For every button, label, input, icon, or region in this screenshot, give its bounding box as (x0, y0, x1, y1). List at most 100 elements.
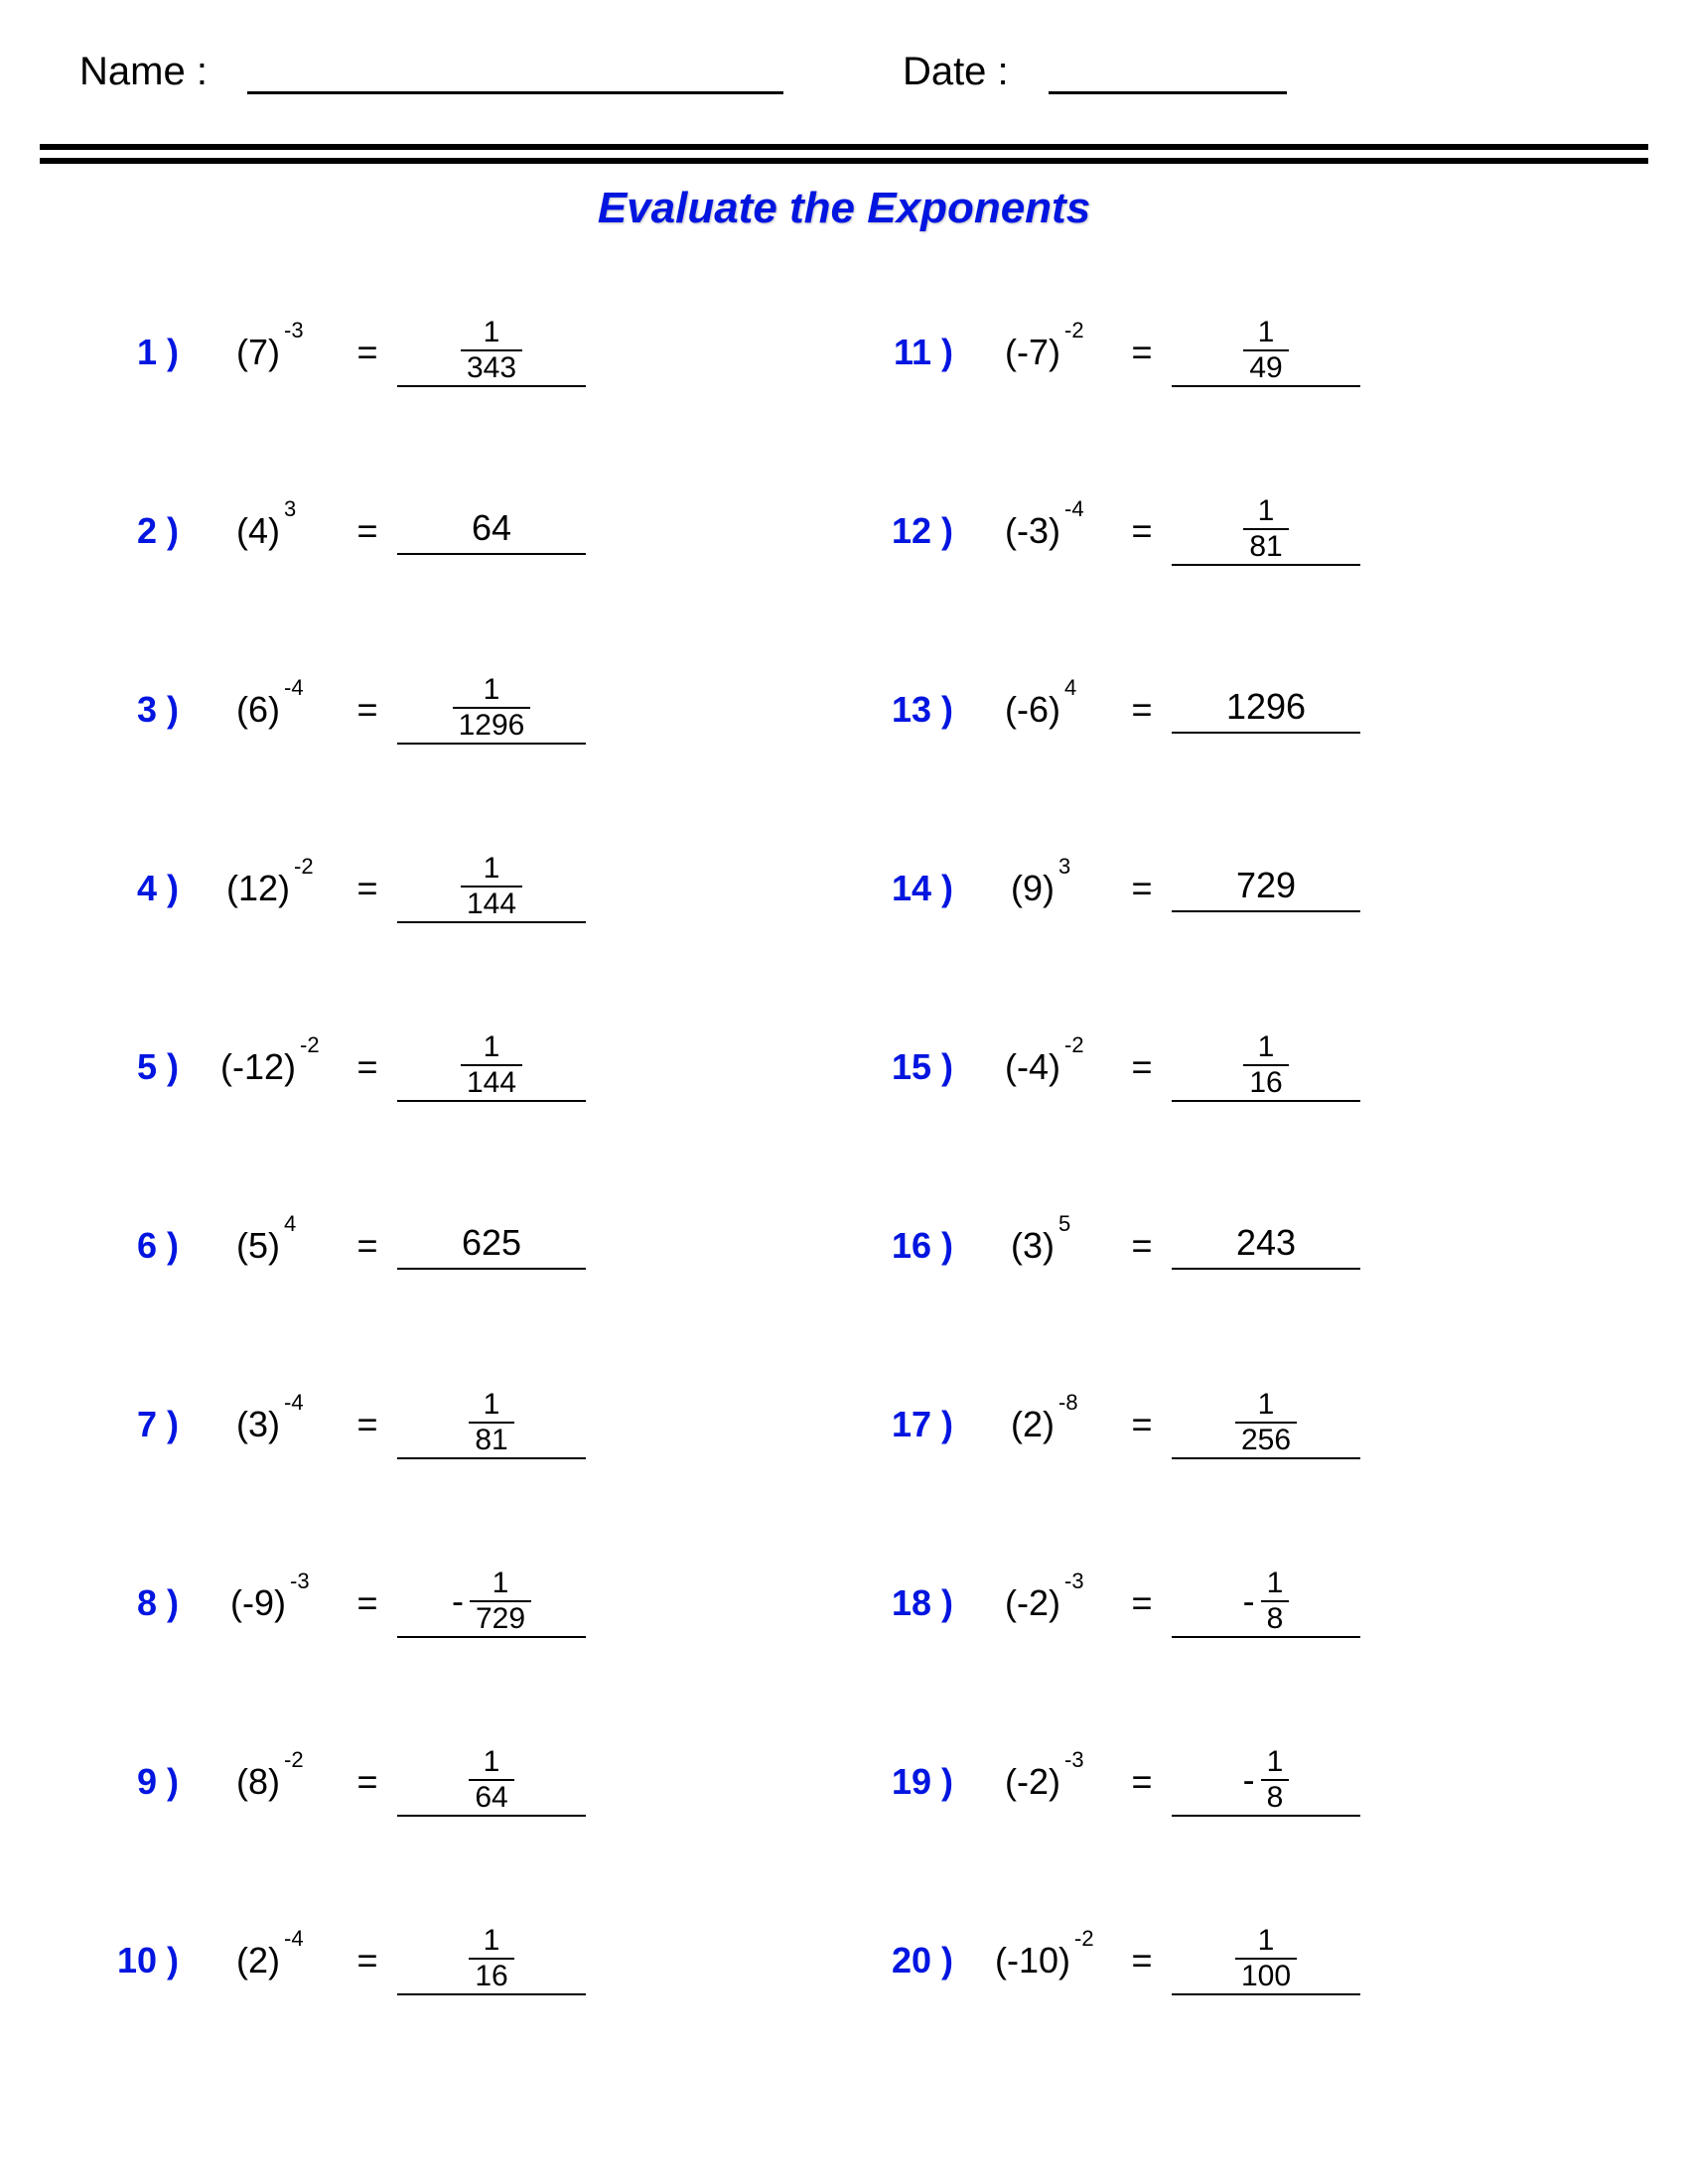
answer-blank[interactable]: -1729 (397, 1569, 586, 1638)
problem-row: 12 )(-3)-4=181 (844, 442, 1618, 620)
problem-row: 7 )(3)-4=181 (70, 1335, 844, 1514)
base: (-10) (995, 1940, 1070, 1980)
fraction-denominator: 256 (1235, 1422, 1297, 1455)
expression: (3)-4 (179, 1404, 338, 1445)
exponent: 4 (284, 1211, 296, 1237)
fraction-body: 11296 (453, 675, 531, 741)
fraction-numerator: 1 (478, 1926, 506, 1958)
exponent: -2 (1064, 1032, 1084, 1058)
problem-row: 14 )(9)3=729 (844, 799, 1618, 978)
fraction-numerator: 1 (487, 1569, 515, 1600)
name-label: Name : (79, 50, 208, 94)
problem-row: 6 )(5)4=625 (70, 1157, 844, 1335)
equals-sign: = (338, 1582, 397, 1624)
equals-sign: = (1112, 510, 1172, 552)
base: (-4) (1005, 1046, 1060, 1087)
problem-number: 5 ) (79, 1046, 179, 1088)
expression: (9)3 (953, 868, 1112, 909)
problem-number: 2 ) (79, 510, 179, 552)
fraction-denominator: 8 (1261, 1779, 1290, 1813)
exponent: 3 (284, 496, 296, 522)
fraction-body: 18 (1261, 1747, 1290, 1813)
equals-sign: = (1112, 332, 1172, 373)
base: (7) (236, 332, 280, 372)
problem-row: 15 )(-4)-2=116 (844, 978, 1618, 1157)
expression: (8)-2 (179, 1761, 338, 1803)
answer-fraction: 1343 (461, 318, 522, 383)
base: (8) (236, 1761, 280, 1802)
exponent: -2 (1074, 1926, 1094, 1952)
fraction-body: 181 (469, 1390, 513, 1455)
answer-blank[interactable]: 1144 (397, 854, 586, 923)
problem-row: 11 )(-7)-2= 149 (844, 263, 1618, 442)
answer-blank[interactable]: 164 (397, 1747, 586, 1817)
answer-fraction: 1144 (461, 854, 522, 919)
answer-fraction: 116 (469, 1926, 513, 1991)
fraction-body: 1256 (1235, 1390, 1297, 1455)
fraction-numerator: 1 (1252, 1032, 1281, 1064)
base: (2) (236, 1940, 280, 1980)
problem-row: 8 )(-9)-3=-1729 (70, 1514, 844, 1693)
answer-blank[interactable]: 243 (1172, 1222, 1360, 1270)
base: (-9) (230, 1582, 286, 1623)
answer-blank[interactable]: 116 (397, 1926, 586, 1995)
fraction-denominator: 144 (461, 886, 522, 919)
problem-row: 2 )(4)3=64 (70, 442, 844, 620)
fraction-denominator: 144 (461, 1064, 522, 1098)
equals-sign: = (338, 1225, 397, 1267)
fraction-body: 1343 (461, 318, 522, 383)
fraction-body: 149 (1243, 318, 1288, 383)
answer-blank[interactable]: 729 (1172, 865, 1360, 912)
problem-number: 4 ) (79, 868, 179, 909)
fraction-body: 116 (1243, 1032, 1288, 1098)
name-blank[interactable] (247, 55, 783, 94)
problem-number: 20 ) (854, 1940, 953, 1981)
answer-blank[interactable]: 181 (1172, 496, 1360, 566)
answer-fraction: 116 (1243, 1032, 1288, 1098)
base: (3) (1011, 1225, 1055, 1266)
date-label: Date : (903, 50, 1009, 94)
divider-double-rule (40, 144, 1648, 164)
equals-sign: = (1112, 1404, 1172, 1445)
answer-blank[interactable]: 1100 (1172, 1926, 1360, 1995)
column-right: 11 )(-7)-2=14912 )(-3)-4=18113 )(-6)4=12… (844, 263, 1618, 2050)
exponent: -2 (300, 1032, 320, 1058)
problem-number: 11 ) (854, 332, 953, 373)
answer-blank[interactable]: 1256 (1172, 1390, 1360, 1459)
answer-blank[interactable]: -18 (1172, 1569, 1360, 1638)
answer-fraction: 181 (469, 1390, 513, 1455)
header-row: Name : Date : (70, 50, 1618, 94)
answer-blank[interactable]: 625 (397, 1222, 586, 1270)
answer-blank[interactable]: 1343 (397, 318, 586, 387)
date-blank[interactable] (1049, 55, 1287, 94)
problem-row: 9 )(8)-2=164 (70, 1693, 844, 1871)
answer-blank[interactable]: 11296 (397, 675, 586, 745)
answer-fraction: 181 (1243, 496, 1288, 562)
exponent: -3 (284, 318, 304, 343)
answer-fraction: -18 (1243, 1747, 1290, 1813)
exponent: -3 (1064, 1747, 1084, 1773)
answer-value: 1296 (1226, 686, 1306, 730)
exponent: -4 (284, 1390, 304, 1416)
equals-sign: = (1112, 1582, 1172, 1624)
problem-number: 18 ) (854, 1582, 953, 1624)
answer-blank[interactable]: 149 (1172, 318, 1360, 387)
answer-fraction: 149 (1243, 318, 1288, 383)
answer-blank[interactable]: -18 (1172, 1747, 1360, 1817)
answer-value: 64 (472, 507, 511, 551)
expression: (-7)-2 (953, 332, 1112, 373)
answer-blank[interactable]: 181 (397, 1390, 586, 1459)
expression: (7)-3 (179, 332, 338, 373)
equals-sign: = (338, 332, 397, 373)
base: (4) (236, 510, 280, 551)
expression: (-2)-3 (953, 1761, 1112, 1803)
answer-blank[interactable]: 64 (397, 507, 586, 555)
answer-value: 729 (1236, 865, 1296, 908)
exponent: -2 (294, 854, 314, 880)
fraction-numerator: 1 (478, 1390, 506, 1422)
answer-blank[interactable]: 116 (1172, 1032, 1360, 1102)
problem-number: 13 ) (854, 689, 953, 731)
equals-sign: = (1112, 1940, 1172, 1981)
answer-blank[interactable]: 1144 (397, 1032, 586, 1102)
answer-blank[interactable]: 1296 (1172, 686, 1360, 734)
